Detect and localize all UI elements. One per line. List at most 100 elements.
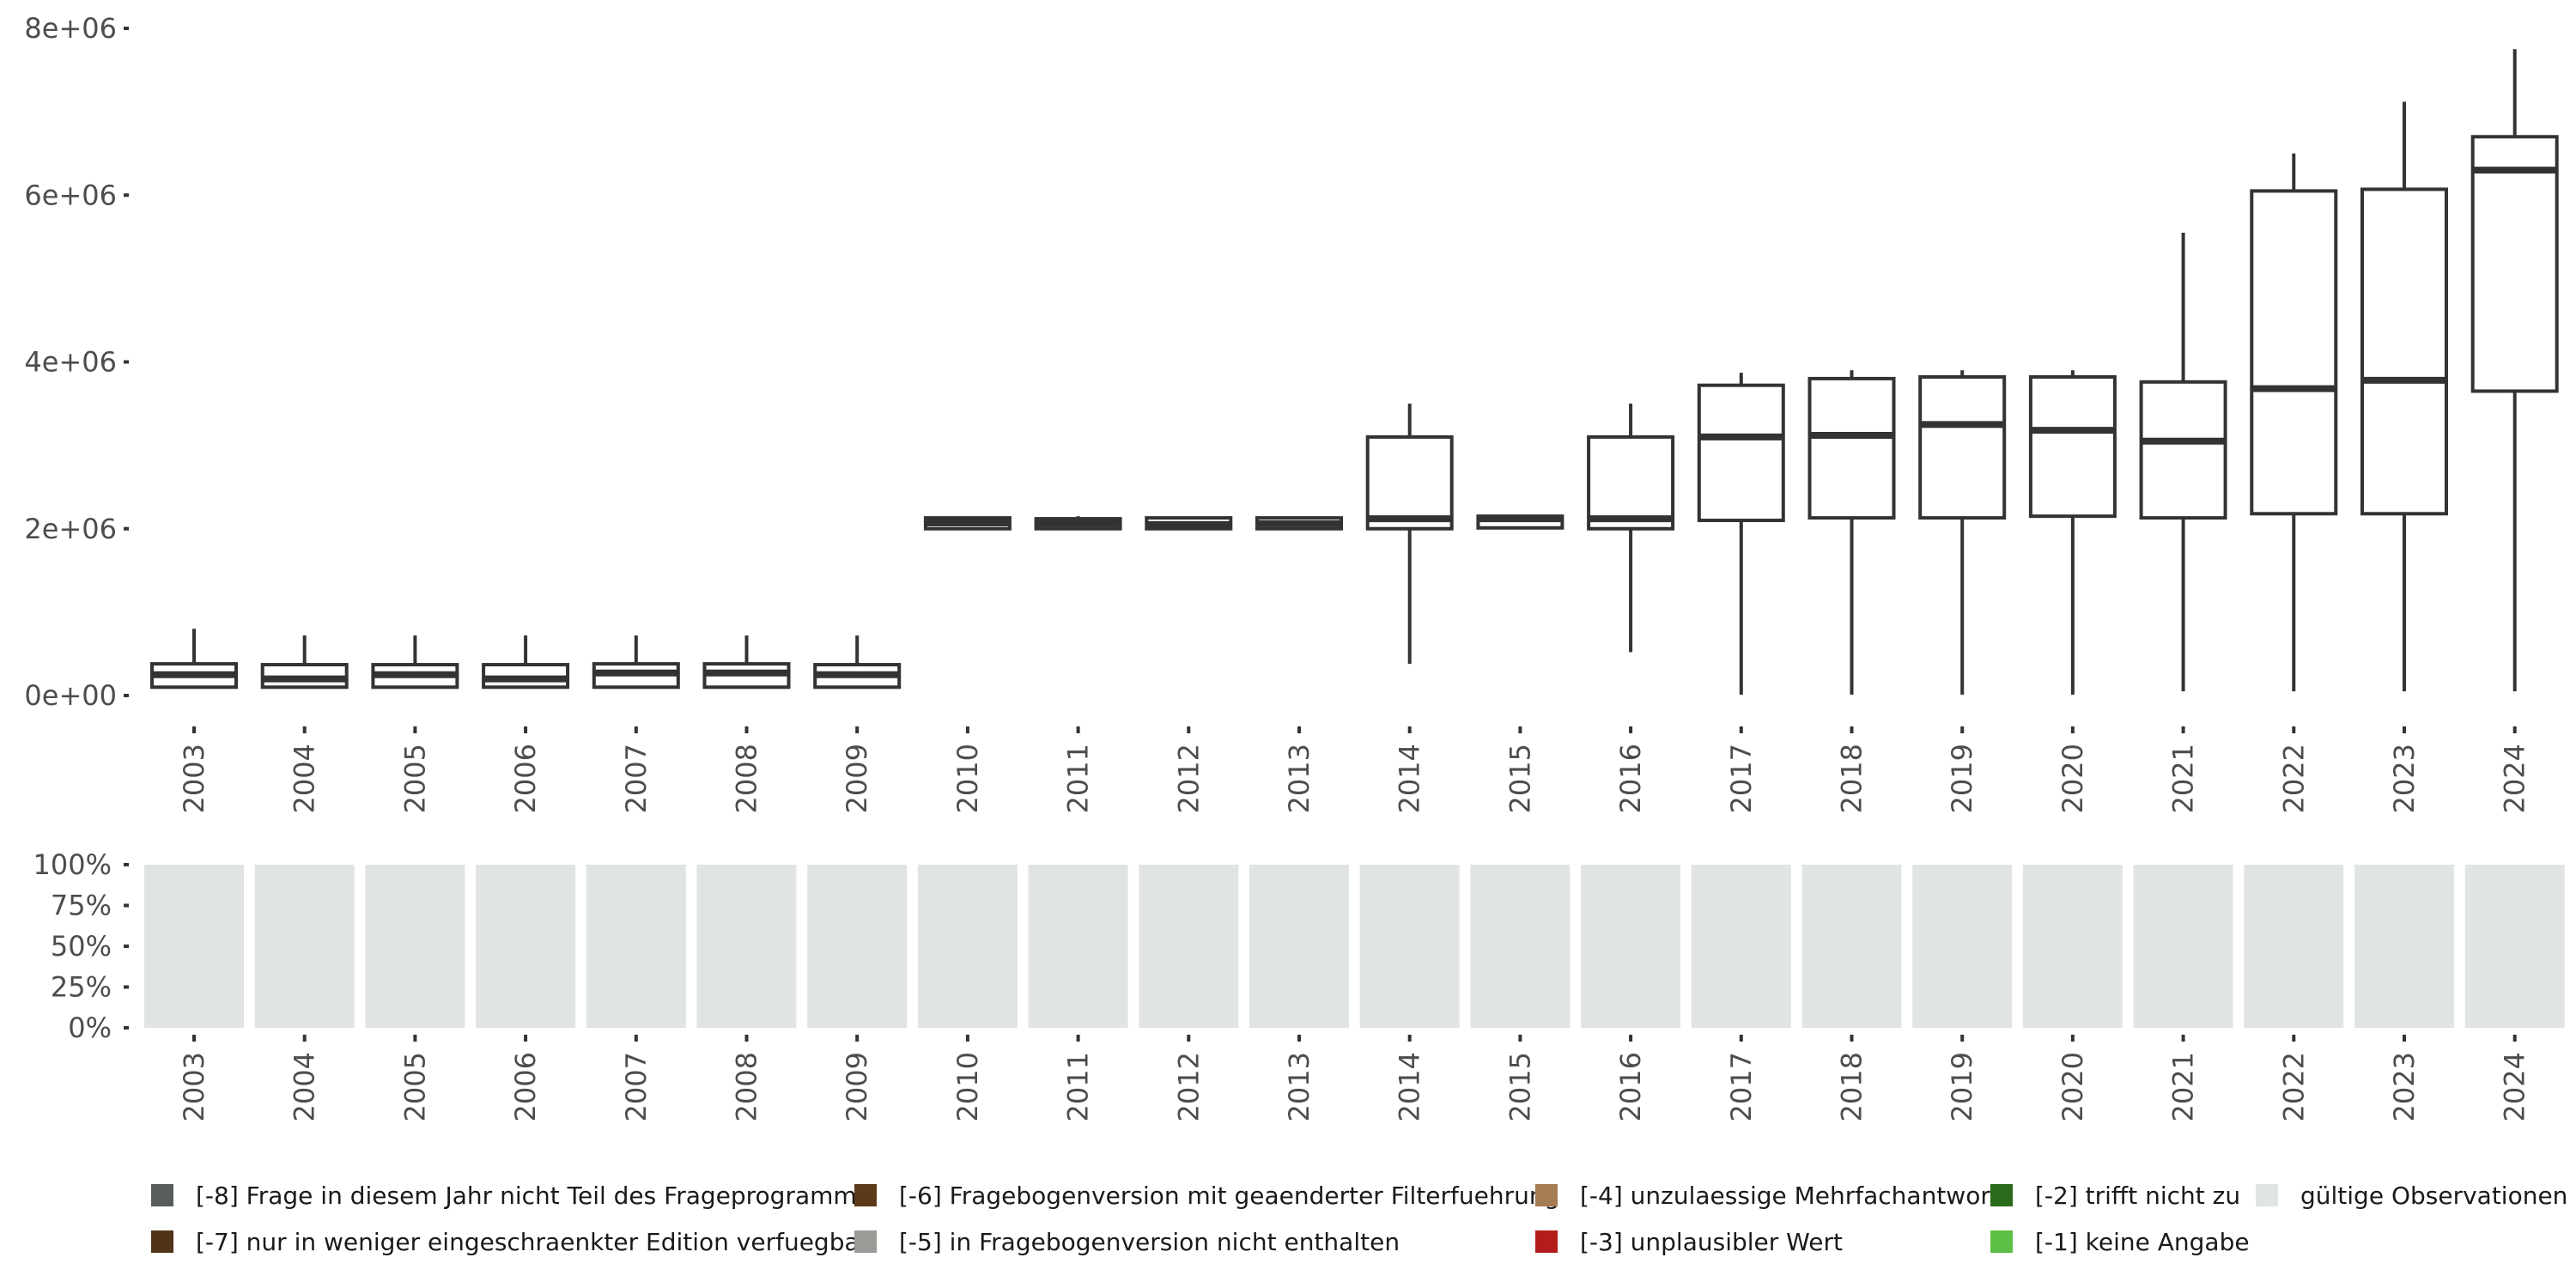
y-tick-label: 2e+06 (24, 513, 117, 545)
y-tick-label: 0e+00 (24, 679, 117, 712)
bar-2004 (254, 865, 355, 1028)
legend-swatch (151, 1184, 173, 1206)
x-tick-label: 2015 (1504, 1052, 1536, 1121)
box-2003 (150, 629, 238, 690)
x-tick-label: 2003 (178, 1052, 210, 1121)
x-tick-label: 2023 (2388, 1052, 2421, 1121)
x-tick-label: 2008 (731, 1052, 763, 1121)
bar-2023 (2354, 865, 2454, 1028)
iqr-box (1365, 434, 1454, 531)
bar-2007 (586, 865, 686, 1028)
bar-2015 (1470, 865, 1571, 1028)
bar-2017 (1691, 865, 1791, 1028)
bar-2013 (1249, 865, 1349, 1028)
legend-swatch (1990, 1184, 2013, 1206)
bar-2011 (1028, 865, 1128, 1028)
box-2008 (702, 635, 791, 690)
x-tick-label: 2016 (1614, 744, 1647, 813)
legend-swatch (151, 1230, 173, 1253)
box-2024 (2470, 49, 2559, 692)
box-2011 (1034, 516, 1122, 531)
y-tick-label: 0% (68, 1012, 112, 1044)
iqr-box (1807, 376, 1896, 520)
x-tick-label: 2008 (731, 744, 763, 813)
x-tick-label: 2013 (1283, 1052, 1315, 1121)
x-tick-label: 2022 (2277, 744, 2310, 813)
y-tick-label: 75% (51, 890, 112, 922)
legend-label: [-4] unzulaessige Mehrfachantwort (1580, 1182, 2000, 1210)
box-2012 (1145, 516, 1233, 531)
box-2016 (1587, 404, 1675, 653)
legend-item: [-1] keine Angabe (1990, 1228, 2250, 1256)
x-tick-label: 2024 (2499, 1052, 2531, 1121)
legend-label: [-2] trifft nicht zu (2035, 1182, 2240, 1210)
legend-item: [-4] unzulaessige Mehrfachantwort (1535, 1182, 2000, 1210)
bar-2005 (365, 865, 465, 1028)
x-tick-label: 2015 (1504, 744, 1536, 813)
y-tick-label: 8e+06 (24, 12, 117, 45)
x-tick-label: 2023 (2388, 744, 2421, 813)
x-tick-label: 2005 (398, 1052, 431, 1121)
x-tick-label: 2021 (2167, 1052, 2200, 1121)
x-tick-label: 2018 (1836, 1052, 1868, 1121)
bar-2008 (696, 865, 797, 1028)
x-tick-label: 2017 (1725, 1052, 1758, 1121)
iqr-box (2250, 189, 2338, 516)
x-tick-label: 2014 (1394, 1052, 1426, 1121)
bar-2018 (1801, 865, 1902, 1028)
legend-item: [-6] Fragebogenversion mit geaenderter F… (854, 1182, 1559, 1210)
box-2019 (1918, 370, 2007, 696)
iqr-box (1918, 374, 2007, 520)
bar-2021 (2133, 865, 2233, 1028)
x-tick-label: 2011 (1062, 744, 1095, 813)
bar-2003 (144, 865, 244, 1028)
x-tick-label: 2011 (1062, 1052, 1095, 1121)
box-2017 (1697, 373, 1785, 696)
legend-swatch (1535, 1230, 1558, 1253)
x-tick-label: 2009 (841, 1052, 873, 1121)
box-2013 (1255, 516, 1343, 531)
y-tick-label: 4e+06 (24, 346, 117, 379)
y-tick-label: 100% (33, 848, 112, 881)
x-tick-label: 2020 (2057, 744, 2089, 813)
bar-2012 (1139, 865, 1239, 1028)
legend-label: [-6] Fragebogenversion mit geaenderter F… (899, 1182, 1559, 1210)
bar-2016 (1581, 865, 1681, 1028)
iqr-box (1587, 434, 1675, 531)
legend-swatch (854, 1184, 877, 1206)
box-2007 (592, 635, 680, 690)
y-tick-label: 25% (51, 971, 112, 1004)
x-tick-label: 2024 (2499, 744, 2531, 813)
boxplot-panel: 0e+00 2e+06 4e+06 6e+06 8e+06 2003 2004 2005 200… (24, 12, 2559, 813)
bar-2010 (917, 865, 1018, 1028)
bar-2006 (476, 865, 576, 1028)
box-2004 (260, 635, 349, 690)
x-tick-label: 2016 (1614, 1052, 1647, 1121)
x-tick-label: 2009 (841, 744, 873, 813)
x-tick-label: 2007 (620, 744, 653, 813)
x-tick-label: 2017 (1725, 744, 1758, 813)
box-2009 (813, 635, 902, 690)
iqr-box (2470, 135, 2559, 393)
x-tick-label: 2020 (2057, 1052, 2089, 1121)
box-2018 (1807, 370, 1896, 696)
x-tick-label: 2003 (178, 744, 210, 813)
y-tick-label: 6e+06 (24, 179, 117, 211)
legend-label: [-5] in Fragebogenversion nicht enthalte… (899, 1228, 1400, 1256)
bar-2014 (1359, 865, 1460, 1028)
x-tick-label: 2012 (1172, 1052, 1205, 1121)
legend-label: [-1] keine Angabe (2035, 1228, 2250, 1256)
x-tick-label: 2013 (1283, 744, 1315, 813)
legend-item: [-8] Frage in diesem Jahr nicht Teil des… (151, 1182, 869, 1210)
iqr-box (2028, 374, 2117, 519)
box-2014 (1365, 404, 1454, 665)
x-tick-label: 2010 (951, 1052, 984, 1121)
x-tick-label: 2022 (2277, 1052, 2310, 1121)
x-tick-label: 2005 (398, 744, 431, 813)
legend-item: [-7] nur in weniger eingeschraenkter Edi… (151, 1228, 870, 1256)
box-2020 (2028, 370, 2117, 696)
legend: [-8] Frage in diesem Jahr nicht Teil des… (151, 1182, 2567, 1256)
iqr-box (2360, 187, 2448, 516)
legend-label: [-8] Frage in diesem Jahr nicht Teil des… (196, 1182, 869, 1210)
